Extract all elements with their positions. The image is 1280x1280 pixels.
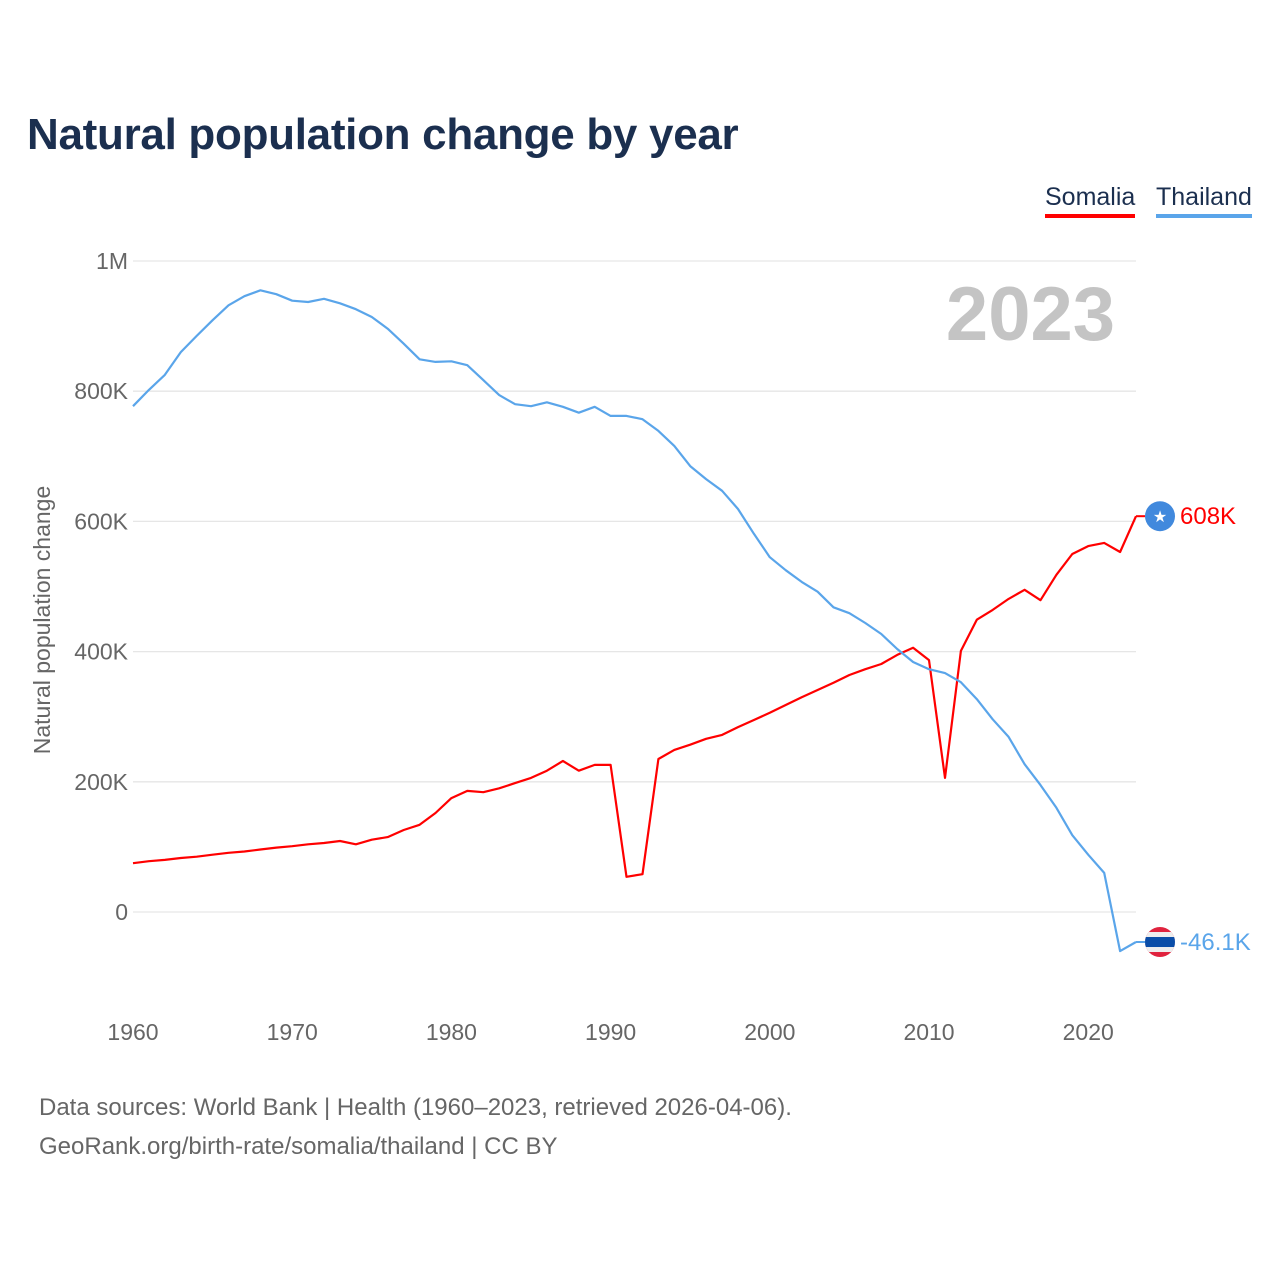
thailand-end-label: -46.1K [1180,929,1251,956]
x-tick-label: 1970 [267,1019,318,1045]
x-tick-label: 2000 [744,1019,795,1045]
thailand-flag-icon [1145,927,1175,958]
svg-text:★: ★ [1153,509,1167,526]
x-tick-label: 1980 [426,1019,477,1045]
somalia-end-label: 608K [1180,503,1236,530]
chart-title: Natural population change by year [27,110,739,159]
somalia-series-line [132,515,1138,878]
x-tick-label: 1960 [107,1019,158,1045]
x-tick-label: 2010 [903,1019,954,1045]
legend-somalia[interactable]: Somalia [1045,183,1136,218]
legend-thailand[interactable]: Thailand [1156,183,1252,218]
y-tick-label: 400K [74,639,128,665]
somalia-flag-icon: ★ [1145,501,1175,532]
thailand-series-line [132,289,1137,953]
footer: Data sources: World Bank | Health (1960–… [39,1088,792,1166]
y-tick-label: 800K [74,378,128,404]
x-tick-label: 2020 [1063,1019,1114,1045]
footer-link[interactable]: GeoRank.org/birth-rate/somalia/thailand … [39,1133,558,1160]
y-tick-label: 600K [74,508,128,534]
footer-sources: Data sources: World Bank | Health (1960–… [39,1094,792,1121]
x-tick-label: 1990 [585,1019,636,1045]
y-tick-label: 1M [96,248,128,274]
y-axis-label: Natural population change [29,486,55,755]
y-tick-label: 200K [74,769,128,795]
y-tick-label: 0 [115,899,128,925]
year-watermark: 2023 [946,272,1115,357]
